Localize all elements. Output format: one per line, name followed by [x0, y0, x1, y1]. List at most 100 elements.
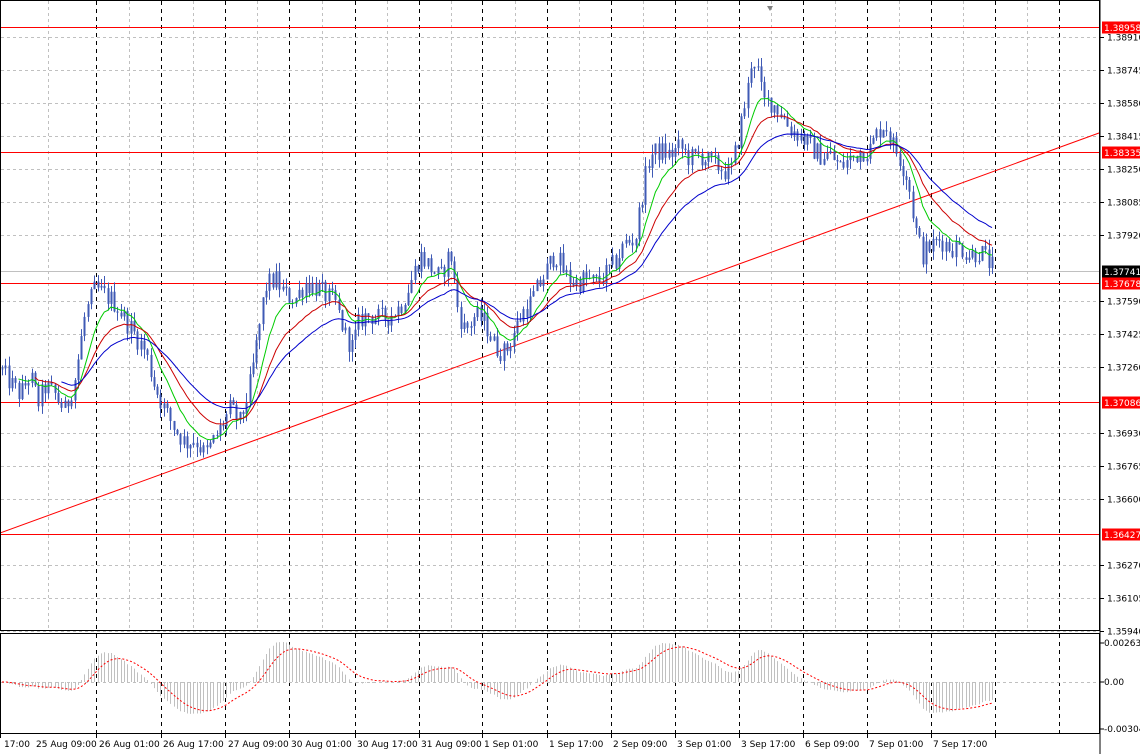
- trend-line-segment: [0, 132, 1100, 534]
- candle-body: [849, 155, 852, 161]
- candle-body: [367, 313, 370, 317]
- price-axis: 1.38910 1.38745 1.38580 1.38415 1.38250 1.380…: [1100, 34, 1140, 638]
- level-label-box: [1102, 396, 1140, 409]
- candle-body: [216, 434, 219, 436]
- time-tick-label: 7 Sep 01:00: [869, 740, 924, 750]
- candle-body: [572, 282, 575, 286]
- candle-body: [470, 326, 473, 328]
- candle-body: [295, 297, 298, 304]
- candle-body: [559, 252, 562, 266]
- candle-body: [150, 354, 153, 378]
- oscillator-tick-label: 0.002635: [1104, 639, 1140, 649]
- candle-body: [912, 191, 915, 219]
- candle-body: [239, 411, 242, 420]
- candle-body: [110, 291, 113, 304]
- candle-body: [11, 378, 14, 389]
- candle-body: [493, 336, 496, 341]
- candle-body: [826, 153, 829, 159]
- candle-body: [130, 320, 133, 334]
- candle-body: [803, 133, 806, 145]
- candle-body: [648, 166, 651, 169]
- candle-body: [381, 307, 384, 309]
- price-tick-label: 1.38085: [1107, 199, 1140, 209]
- price-tick-label: 1.38415: [1107, 133, 1140, 143]
- candle-body: [720, 170, 723, 172]
- candle-body: [862, 151, 865, 162]
- candle-body: [354, 329, 357, 340]
- candle-body: [618, 258, 621, 269]
- candle-body: [252, 362, 255, 375]
- time-axis: 17:00 25 Aug 09:00 26 Aug 01:00 26 Aug 17:0…: [0, 734, 996, 750]
- candle-body: [823, 158, 826, 165]
- candle-body: [31, 372, 34, 384]
- candle-body: [456, 278, 459, 308]
- chart-shift-marker[interactable]: [767, 6, 773, 11]
- candle-body: [173, 421, 176, 430]
- candle-body: [64, 400, 67, 408]
- candle-body: [14, 378, 17, 383]
- candle-body: [143, 340, 146, 350]
- candle-body: [549, 255, 552, 264]
- candle-body: [816, 143, 819, 159]
- candle-body: [489, 336, 492, 341]
- candle-body: [192, 442, 195, 446]
- candle-body: [628, 239, 631, 243]
- candle-body: [189, 445, 192, 449]
- candle-body: [974, 250, 977, 263]
- candle-body: [427, 258, 430, 267]
- time-tick-label: 2 Sep 09:00: [613, 740, 668, 750]
- candle-body: [592, 275, 595, 278]
- candle-body: [704, 161, 707, 166]
- oscillator: [1, 642, 1099, 714]
- candle-body: [169, 407, 172, 422]
- candle-body: [209, 442, 212, 448]
- candle-body: [681, 139, 684, 149]
- candle-body: [565, 269, 568, 273]
- candle-body: [351, 339, 354, 352]
- time-tick-label: 3 Sep 17:00: [741, 740, 796, 750]
- candle-body: [813, 137, 816, 159]
- candle-body: [872, 137, 875, 144]
- candle-body: [582, 272, 585, 292]
- candle-body: [163, 403, 166, 409]
- oscillator-axis: 0.002635 0.00 -0.00304: [1100, 639, 1140, 735]
- candle-body: [166, 403, 169, 408]
- candle-body: [793, 131, 796, 136]
- candle-body: [275, 271, 278, 288]
- candle-body: [60, 402, 63, 408]
- time-tick-label: 1 Sep 17:00: [549, 740, 604, 750]
- candle-body: [410, 279, 413, 293]
- candle-body: [57, 392, 60, 403]
- candle-body: [509, 346, 512, 352]
- candle-body: [644, 166, 647, 205]
- candle-body: [674, 148, 677, 157]
- candle-body: [750, 68, 753, 83]
- candle-body: [800, 133, 803, 141]
- candle-body: [965, 257, 968, 260]
- level-label: 1.37678: [1104, 280, 1140, 290]
- candle-body: [146, 349, 149, 355]
- candle-body: [539, 280, 542, 286]
- time-tick-label: 7 Sep 17:00: [933, 740, 988, 750]
- candle-body: [324, 281, 327, 302]
- candle-body: [984, 246, 987, 250]
- ma-slow-line: [61, 133, 993, 410]
- candle-body: [796, 131, 799, 141]
- candle-body: [318, 283, 321, 296]
- candle-body: [727, 164, 730, 180]
- candle-body: [1, 368, 4, 370]
- candle-body: [136, 331, 139, 350]
- candle-body: [97, 281, 100, 288]
- candle-body: [176, 429, 179, 435]
- candle-body: [301, 289, 304, 298]
- candle-body: [499, 356, 502, 362]
- candle-body: [50, 382, 53, 385]
- candle-body: [935, 238, 938, 240]
- candle-body: [928, 241, 931, 252]
- candle-body: [305, 283, 308, 298]
- candle-body: [836, 160, 839, 162]
- candle-body: [740, 116, 743, 148]
- candle-body: [417, 265, 420, 272]
